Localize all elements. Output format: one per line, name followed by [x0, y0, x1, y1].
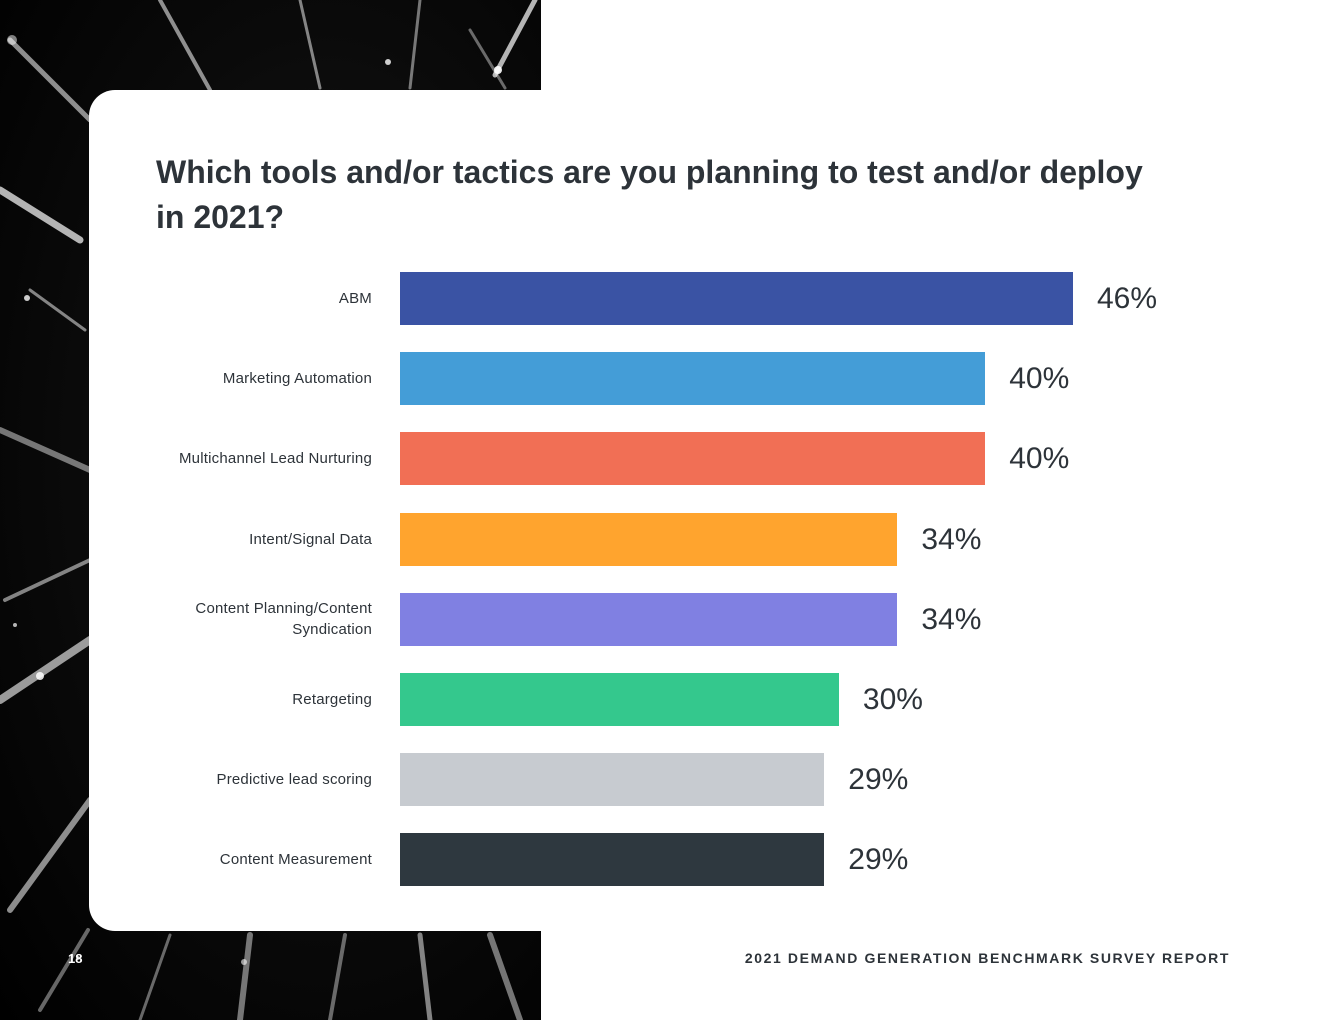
bar [400, 272, 1073, 325]
value-label: 34% [921, 602, 982, 636]
category-label: Content Measurement [219, 851, 372, 869]
report-footer-title: 2021 DEMAND GENERATION BENCHMARK SURVEY … [744, 950, 1230, 966]
value-label: 29% [848, 763, 909, 797]
bar [400, 833, 825, 887]
category-label: Marketing Automation [222, 370, 372, 388]
value-label: 30% [862, 683, 923, 716]
bar [400, 512, 898, 566]
chart-title: Which tools and/or tactics are you plann… [156, 154, 1143, 235]
category-label: Intent/Signal Data [249, 530, 372, 548]
value-label: 40% [1009, 442, 1070, 476]
category-label: Retargeting [292, 691, 372, 708]
category-label: Multichannel Lead Nurturing [178, 450, 372, 468]
category-label: Content Planning/Content Syndication [195, 600, 372, 639]
bar [400, 753, 825, 807]
bar [400, 592, 898, 646]
value-label: 40% [1009, 362, 1070, 396]
light-streaks-image [0, 0, 538, 1020]
value-label: 34% [921, 522, 982, 556]
category-label: Predictive lead scoring [216, 771, 372, 789]
value-label: 29% [848, 843, 909, 877]
bar [400, 352, 986, 406]
page-number: 18 [68, 951, 83, 966]
bar [400, 432, 986, 486]
bar [400, 673, 839, 726]
value-label: 46% [1097, 282, 1158, 315]
category-label: ABM [338, 290, 372, 307]
